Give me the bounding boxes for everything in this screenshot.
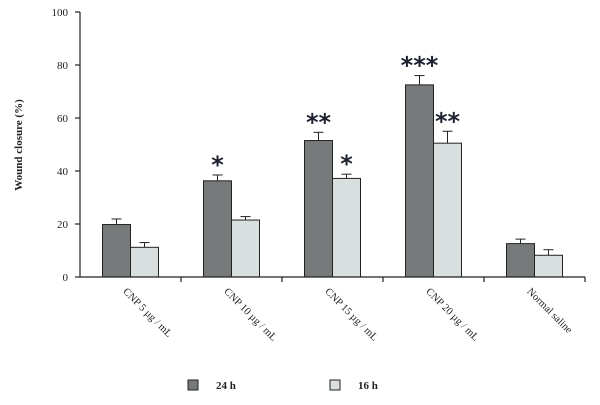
legend-swatch [187,379,199,391]
legend-label: 16 h [358,380,378,392]
bar-16h-1 [130,246,159,278]
y-axis-label: Wound closure (%) [13,99,25,191]
bar-24h-4 [405,84,434,278]
significance-marker: ** [435,107,461,135]
bar-24h-2 [203,180,232,278]
bar-16h-3 [332,177,361,278]
significance-marker: *** [401,52,439,80]
y-tick-label: 100 [52,7,69,19]
y-tick-label: 0 [63,272,69,284]
bar-24h-5 [506,243,535,278]
y-tick-label: 60 [57,113,69,125]
bar-16h-5 [534,254,563,278]
legend-label: 24 h [216,380,236,392]
x-tick-label: CNP 20 µg / mL [423,286,480,343]
bars: ********* [102,52,563,278]
significance-marker: ** [306,108,332,136]
x-tick-label: CNP 15 µg / mL [322,286,379,343]
y-tick-label: 80 [57,60,69,72]
bar-24h-1 [102,224,131,278]
legend-swatch [329,379,341,391]
bar-16h-2 [231,219,260,278]
bar-16h-4 [433,142,462,278]
x-tick-label: Normal saline [524,286,574,336]
y-tick-label: 40 [57,166,69,178]
bar-24h-3 [304,140,333,278]
y-tick-label: 20 [57,219,69,231]
significance-marker: * [340,150,353,178]
y-axis: 0 20 40 60 80 100 [52,7,81,284]
x-tick-label: CNP 5 µg / mL [120,286,173,339]
significance-marker: * [211,151,224,179]
legend: 24 h 16 h [187,379,378,392]
x-axis: CNP 5 µg / mL CNP 10 µg / mL CNP 15 µg / m… [80,276,586,344]
x-tick-label: CNP 10 µg / mL [221,286,278,343]
